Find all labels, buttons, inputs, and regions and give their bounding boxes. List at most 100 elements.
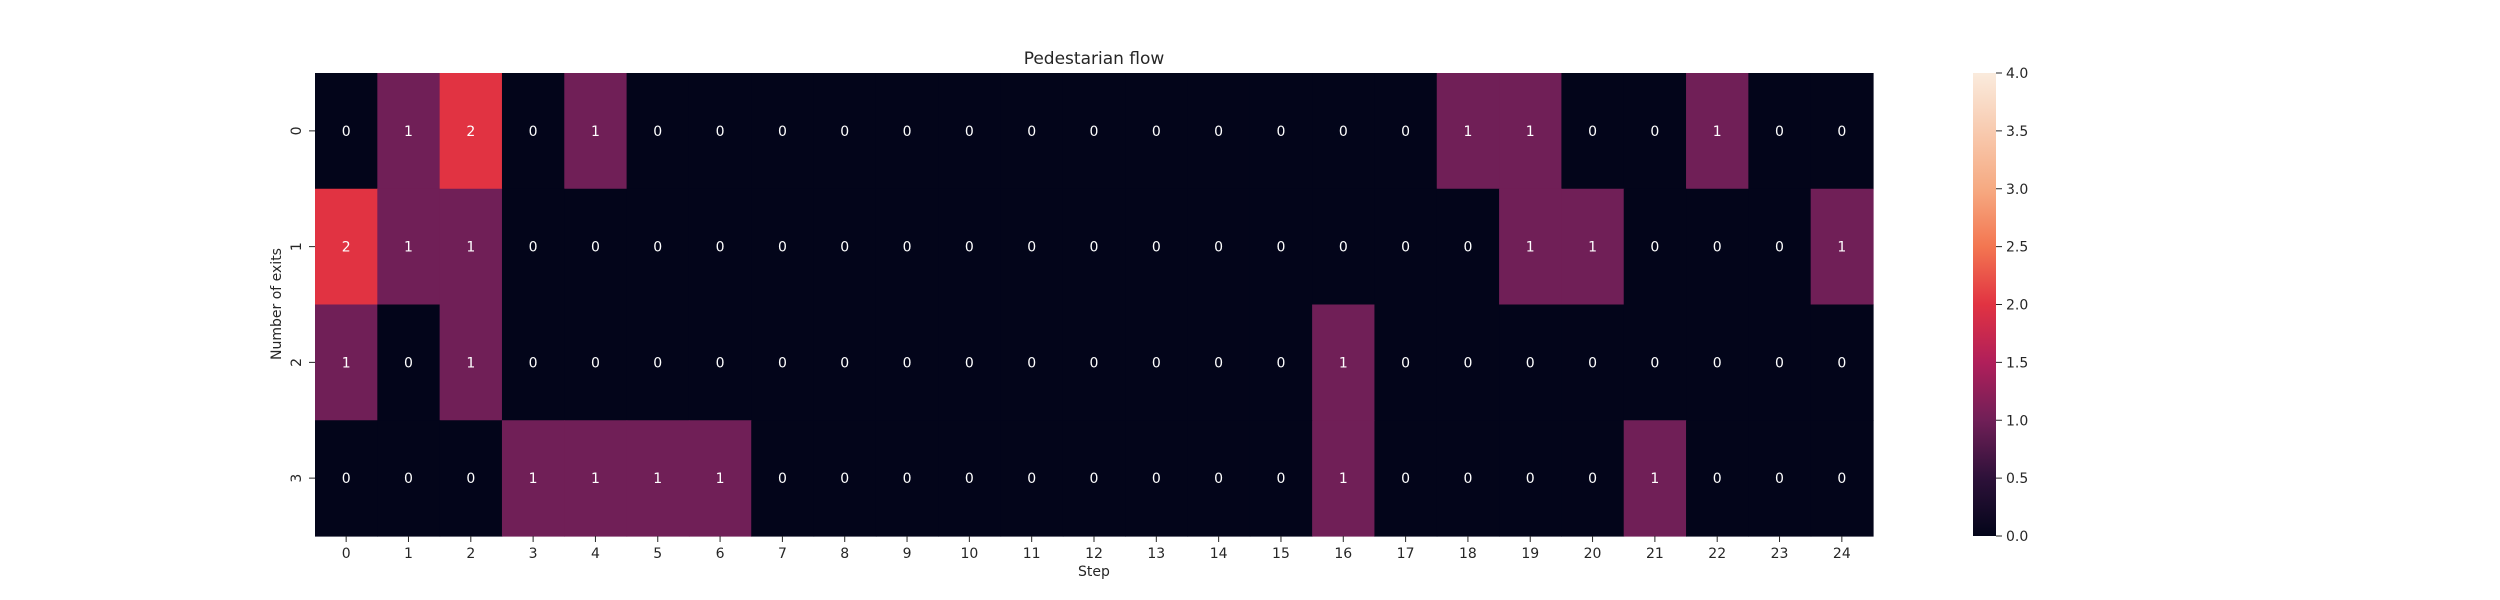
heatmap-cell bbox=[751, 73, 815, 190]
cell-value-label: 0 bbox=[778, 124, 787, 140]
heatmap-cell bbox=[1623, 73, 1687, 190]
x-tick-label: 9 bbox=[903, 546, 912, 562]
cell-value-label: 0 bbox=[965, 355, 974, 371]
heatmap-cell bbox=[688, 73, 752, 190]
cell-value-label: 1 bbox=[1650, 471, 1659, 487]
heatmap-cell bbox=[813, 420, 877, 537]
heatmap-cell bbox=[1561, 304, 1625, 421]
heatmap-cell bbox=[875, 420, 939, 537]
cell-value-label: 1 bbox=[404, 240, 413, 256]
heatmap-cell bbox=[1686, 188, 1749, 306]
heatmap-cell bbox=[813, 73, 877, 190]
heatmap-cell bbox=[1312, 420, 1376, 537]
heatmap-cell bbox=[1499, 420, 1562, 537]
heatmap-cell bbox=[377, 188, 441, 306]
cell-value-label: 0 bbox=[653, 124, 662, 140]
heatmap-cell bbox=[315, 73, 378, 190]
cell-value-label: 0 bbox=[1214, 124, 1223, 140]
heatmap-cell bbox=[626, 73, 690, 190]
x-tick-label: 4 bbox=[591, 546, 600, 562]
heatmap-cell bbox=[938, 304, 1002, 421]
heatmap-cell bbox=[1062, 304, 1126, 421]
y-axis-ticks: 0 1 2 3 bbox=[289, 126, 315, 483]
heatmap-cell bbox=[377, 73, 441, 190]
x-tick-label: 17 bbox=[1397, 546, 1415, 562]
heatmap-cells bbox=[315, 73, 1874, 537]
cell-value-label: 0 bbox=[903, 240, 912, 256]
cell-value-label: 0 bbox=[1401, 471, 1410, 487]
y-tick-label: 1 bbox=[289, 242, 305, 251]
x-tick-label: 5 bbox=[653, 546, 662, 562]
heatmap-cell bbox=[564, 73, 628, 190]
heatmap-cell bbox=[501, 420, 565, 537]
cell-value-label: 0 bbox=[1090, 355, 1099, 371]
x-tick-label: 18 bbox=[1459, 546, 1477, 562]
cell-value-label: 0 bbox=[1401, 355, 1410, 371]
cell-value-label: 0 bbox=[1463, 240, 1472, 256]
heatmap-cell bbox=[501, 188, 565, 306]
y-tick-label: 0 bbox=[289, 126, 305, 135]
cell-value-label: 0 bbox=[903, 471, 912, 487]
heatmap-cell bbox=[1748, 73, 1812, 190]
heatmap-cell bbox=[1499, 188, 1562, 306]
cell-value-label: 1 bbox=[466, 240, 475, 256]
heatmap-cell bbox=[1374, 73, 1438, 190]
heatmap-cell bbox=[315, 304, 378, 421]
cell-value-label: 1 bbox=[591, 471, 600, 487]
cell-value-label: 0 bbox=[1588, 124, 1597, 140]
cell-value-label: 0 bbox=[840, 471, 849, 487]
x-tick-label: 21 bbox=[1646, 546, 1664, 562]
heatmap-cell bbox=[564, 188, 628, 306]
heatmap-cell bbox=[439, 188, 503, 306]
heatmap-cell bbox=[439, 420, 503, 537]
cell-value-label: 0 bbox=[342, 124, 351, 140]
heatmap-cell bbox=[564, 304, 628, 421]
heatmap-cell bbox=[1125, 73, 1189, 190]
cell-value-label: 0 bbox=[840, 355, 849, 371]
cell-value-label: 2 bbox=[342, 240, 351, 256]
x-tick-label: 1 bbox=[404, 546, 413, 562]
heatmap-cell bbox=[1249, 420, 1313, 537]
heatmap-cell bbox=[1000, 420, 1064, 537]
cell-annotations: 0 1 2 0 1 0 0 0 0 0 0 0 0 0 0 0 0 0 1 1 0 0 1 0 0 2 1 1 0 0 0 0 0 0 0 0 0 0 0 0… bbox=[342, 124, 1847, 487]
cell-value-label: 0 bbox=[404, 355, 413, 371]
heatmap-cell bbox=[1748, 188, 1812, 306]
heatmap-cell bbox=[439, 304, 503, 421]
cell-value-label: 0 bbox=[778, 240, 787, 256]
heatmap-cell bbox=[626, 188, 690, 306]
heatmap-cell bbox=[875, 188, 939, 306]
heatmap-cell bbox=[501, 73, 565, 190]
cell-value-label: 1 bbox=[466, 355, 475, 371]
heatmap-cell bbox=[1748, 304, 1812, 421]
heatmap-cell bbox=[875, 73, 939, 190]
heatmap-cell bbox=[377, 304, 441, 421]
cell-value-label: 0 bbox=[716, 124, 725, 140]
colorbar-tick-label: 4.0 bbox=[2006, 66, 2028, 82]
x-tick-label: 6 bbox=[716, 546, 725, 562]
y-tick-label: 3 bbox=[289, 474, 305, 483]
heatmap-cell bbox=[1062, 73, 1126, 190]
colorbar-tick-label: 1.5 bbox=[2006, 355, 2028, 371]
heatmap-cell bbox=[1561, 73, 1625, 190]
heatmap-cell bbox=[1187, 420, 1251, 537]
x-tick-label: 23 bbox=[1771, 546, 1789, 562]
heatmap-cell bbox=[1312, 188, 1376, 306]
cell-value-label: 0 bbox=[1090, 124, 1099, 140]
heatmap-cell bbox=[1249, 188, 1313, 306]
cell-value-label: 0 bbox=[1650, 355, 1659, 371]
heatmap-cell bbox=[1499, 73, 1562, 190]
heatmap-cell bbox=[1810, 188, 1874, 306]
cell-value-label: 0 bbox=[1588, 471, 1597, 487]
cell-value-label: 0 bbox=[1775, 355, 1784, 371]
heatmap-cell bbox=[1436, 73, 1500, 190]
heatmap-cell bbox=[1249, 304, 1313, 421]
heatmap-cell bbox=[875, 304, 939, 421]
heatmap-cell bbox=[1686, 420, 1749, 537]
colorbar-tick-label: 0.5 bbox=[2006, 471, 2028, 487]
cell-value-label: 0 bbox=[1401, 124, 1410, 140]
cell-value-label: 0 bbox=[1713, 240, 1722, 256]
heatmap-cell bbox=[1000, 304, 1064, 421]
heatmap-cell bbox=[1686, 73, 1749, 190]
colorbar-tick-label: 3.0 bbox=[2006, 182, 2028, 198]
cell-value-label: 0 bbox=[840, 124, 849, 140]
